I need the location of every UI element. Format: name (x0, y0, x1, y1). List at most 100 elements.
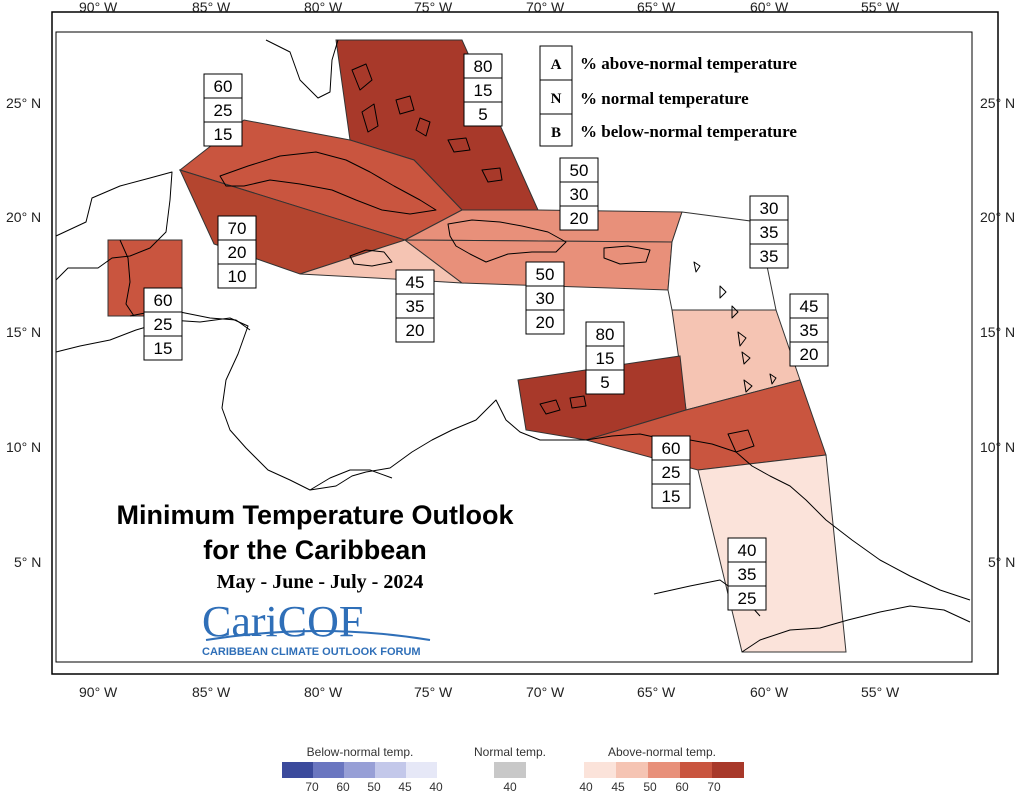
prob-box-jamaica: 45 35 20 (395, 269, 435, 343)
prob-box-hispaniola-south: 50 30 20 (525, 261, 565, 335)
title-line2: for the Caribbean (203, 535, 427, 565)
lat-label: 20° N (980, 209, 1015, 225)
coast-guianas-interior (741, 605, 971, 653)
longitude-labels-top: 90° W 85° W 80° W 75° W 70° W 65° W 60° … (79, 0, 900, 15)
longitude-labels-bottom: 90° W 85° W 80° W 75° W 70° W 65° W 60° … (79, 684, 900, 700)
legend-tick: 70 (707, 780, 721, 791)
prob-below: 20 (536, 313, 555, 332)
coast-abc-islands (539, 395, 587, 415)
prob-box-leeward: 30 35 35 (749, 195, 789, 269)
logo-swoosh (205, 630, 431, 641)
lat-label: 15° N (6, 324, 41, 340)
prob-above: 60 (154, 291, 173, 310)
lon-label: 80° W (304, 684, 343, 700)
coast-belize (119, 239, 135, 317)
prob-below: 10 (228, 267, 247, 286)
prob-box-belize: 60 25 15 (143, 287, 183, 361)
legend-tick: 50 (367, 780, 381, 791)
prob-normal: 35 (738, 565, 757, 584)
legend-swatch (648, 762, 680, 778)
key-text-below: % below-normal temperature (580, 122, 797, 141)
coast-panama (309, 469, 393, 491)
forecast-regions (107, 39, 847, 653)
prob-below: 5 (600, 373, 609, 392)
lon-label: 85° W (192, 0, 231, 15)
coast-trinidad (727, 429, 755, 453)
prob-box-central-strip: 70 20 10 (217, 215, 257, 289)
lon-label: 55° W (861, 0, 900, 15)
coast-puerto-rico (603, 245, 651, 265)
lon-label: 75° W (414, 0, 453, 15)
prob-below: 25 (738, 589, 757, 608)
legend: Below-normal temp. 70 60 50 45 40 Normal… (282, 745, 744, 791)
prob-below: 20 (800, 345, 819, 364)
coast-jamaica (349, 249, 393, 267)
legend-swatch (344, 762, 375, 778)
prob-normal: 20 (228, 243, 247, 262)
abn-key: A N B % above-normal temperature % norma… (539, 45, 797, 147)
coast-central-america (55, 317, 367, 491)
lat-label: 15° N (980, 324, 1015, 340)
prob-above: 80 (596, 325, 615, 344)
lon-label: 60° W (750, 684, 789, 700)
lat-label: 20° N (6, 209, 41, 225)
legend-swatch (375, 762, 406, 778)
legend-tick: 45 (398, 780, 412, 791)
lon-label: 85° W (192, 684, 231, 700)
coast-hispaniola (447, 219, 567, 263)
coast-bahamas (351, 63, 503, 183)
prob-above: 60 (662, 439, 681, 458)
legend-tick: 60 (336, 780, 350, 791)
lon-label: 90° W (79, 684, 118, 700)
lon-label: 60° W (750, 0, 789, 15)
map-frame (51, 11, 999, 675)
caricof-logo: CariCOF CARIBBEAN CLIMATE OUTLOOK FORUM (202, 597, 431, 658)
coast-florida (265, 39, 339, 99)
prob-box-bahamas: 80 15 5 (463, 53, 503, 127)
prob-below: 15 (214, 125, 233, 144)
prob-above: 30 (760, 199, 779, 218)
lat-label: 5° N (14, 554, 41, 570)
coast-cuba (219, 151, 437, 215)
lat-label: 10° N (6, 439, 41, 455)
legend-swatch (313, 762, 344, 778)
prob-below: 20 (406, 321, 425, 340)
lon-label: 55° W (861, 684, 900, 700)
legend-above-swatches (584, 762, 744, 778)
prob-above: 70 (228, 219, 247, 238)
prob-normal: 35 (760, 223, 779, 242)
latitude-labels-left: 25° N 20° N 15° N 10° N 5° N (6, 95, 41, 570)
title-period: May - June - July - 2024 (217, 571, 424, 593)
prob-below: 20 (570, 209, 589, 228)
prob-box-guianas: 40 35 25 (727, 537, 767, 611)
prob-box-hispaniola-pr: 50 30 20 (559, 157, 599, 231)
logo-subtitle: CARIBBEAN CLIMATE OUTLOOK FORUM (202, 646, 421, 658)
prob-above: 80 (474, 57, 493, 76)
lon-label: 75° W (414, 684, 453, 700)
prob-box-abc-islands: 80 15 5 (585, 321, 625, 395)
region-guianas (697, 454, 847, 653)
prob-box-cuba: 60 25 15 (203, 73, 243, 147)
lon-label: 90° W (79, 0, 118, 15)
legend-tick: 70 (305, 780, 319, 791)
prob-above: 60 (214, 77, 233, 96)
map-inner-frame (55, 31, 973, 663)
legend-tick: 40 (579, 780, 593, 791)
legend-tick: 45 (611, 780, 625, 791)
key-letter-a: A (551, 57, 562, 73)
legend-tick: 60 (675, 780, 689, 791)
lon-label: 65° W (637, 684, 676, 700)
legend-above-title: Above-normal temp. (608, 745, 716, 759)
prob-normal: 25 (662, 463, 681, 482)
prob-above: 45 (406, 273, 425, 292)
prob-normal: 15 (596, 349, 615, 368)
lon-label: 80° W (304, 0, 343, 15)
logo-name: CariCOF (202, 597, 363, 646)
lat-label: 25° N (6, 95, 41, 111)
prob-below: 5 (478, 105, 487, 124)
prob-above: 40 (738, 541, 757, 560)
legend-swatch (584, 762, 616, 778)
legend-below-title: Below-normal temp. (307, 745, 414, 759)
prob-above: 50 (570, 161, 589, 180)
